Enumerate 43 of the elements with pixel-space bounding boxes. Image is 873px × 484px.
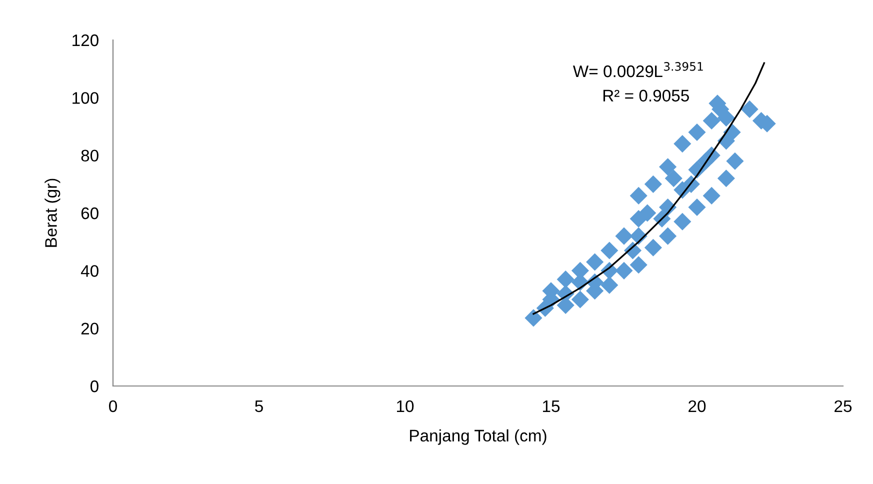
y-tick-label: 60 — [81, 207, 98, 220]
y-tick-label: 80 — [81, 150, 98, 162]
point — [600, 242, 618, 260]
point — [664, 170, 682, 188]
x-tick-label: 20 — [688, 400, 706, 412]
y-tick-label: 40 — [80, 265, 98, 277]
y-tick-label: 0 — [90, 380, 98, 392]
point — [524, 309, 542, 327]
point — [615, 262, 633, 280]
point — [659, 158, 677, 176]
y-axis-title: Berat (gr) — [44, 178, 60, 247]
x-tick-label: 10 — [397, 400, 414, 412]
annotation: W= 0.0029L$^{3.3951}$ — [572, 62, 703, 78]
y-tick-label: 20 — [81, 322, 98, 335]
point — [688, 123, 706, 142]
point — [556, 270, 574, 288]
x-tick-label: 25 — [834, 400, 852, 412]
point — [571, 290, 589, 308]
y-tick-label: 120 — [72, 34, 98, 46]
point — [726, 152, 744, 170]
point — [702, 112, 720, 130]
y-tick-label: 100 — [72, 92, 98, 104]
point — [688, 198, 706, 216]
point — [717, 170, 735, 188]
point — [674, 212, 692, 230]
point — [702, 186, 720, 204]
point — [740, 100, 758, 118]
x-tick-label: 0 — [109, 400, 117, 412]
point — [615, 227, 633, 245]
x-axis-title: Panjang Total (cm) — [410, 429, 546, 445]
point — [630, 256, 648, 274]
point — [586, 253, 604, 271]
x-tick-label: 15 — [543, 400, 560, 412]
annotation: R² = 0.9055 — [603, 90, 689, 102]
point — [644, 238, 662, 256]
point — [717, 109, 735, 127]
point — [644, 175, 662, 193]
point — [674, 135, 692, 153]
point — [659, 227, 677, 245]
x-tick-label: 5 — [255, 400, 263, 412]
point — [630, 186, 648, 204]
point — [638, 204, 656, 222]
point — [600, 276, 618, 294]
